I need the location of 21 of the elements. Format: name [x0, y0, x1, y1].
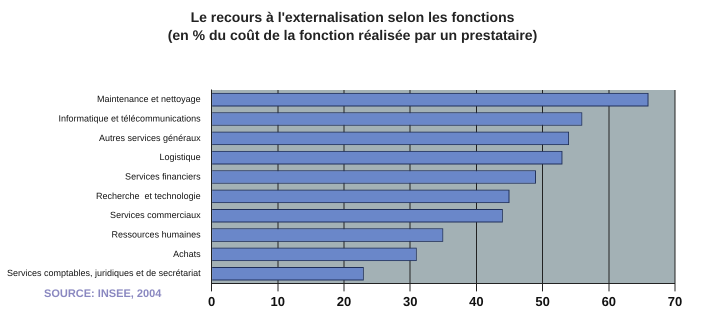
y-tick-label: Maintenance et nettoyage [97, 94, 201, 104]
y-tick-label: Services comptables, juridiques et de secrétariat [7, 268, 202, 278]
y-tick-label: Recherche et technologie [96, 190, 201, 201]
x-tick-label: 70 [668, 294, 682, 309]
y-tick-label: Achats [173, 248, 202, 259]
x-tick-label: 20 [336, 294, 352, 309]
x-tick-label: 30 [402, 294, 418, 309]
x-tick-label: 40 [469, 294, 484, 309]
y-tick-label: Autres services généraux [99, 132, 202, 143]
chart-title: Le recours à l'externalisation selon les fonctions [190, 8, 516, 26]
chart-subtitle: (en % du coût de la fonction réalisée par un prestataire) [166, 26, 538, 44]
x-tick-label: 60 [602, 294, 616, 309]
x-tick-label: 50 [535, 294, 550, 309]
y-tick-label: Services commerciaux [110, 210, 202, 220]
y-tick-label: Ressources humaines [112, 230, 202, 240]
y-tick-label: Informatique et télécommunications [58, 113, 202, 124]
x-tick-label: 10 [270, 294, 286, 309]
x-tick-label: 0 [208, 294, 216, 309]
y-tick-label: Logistique [160, 152, 201, 162]
y-tick-label: Services financiers [125, 172, 202, 182]
source-note: SOURCE: INSEE, 2004 [44, 288, 162, 300]
